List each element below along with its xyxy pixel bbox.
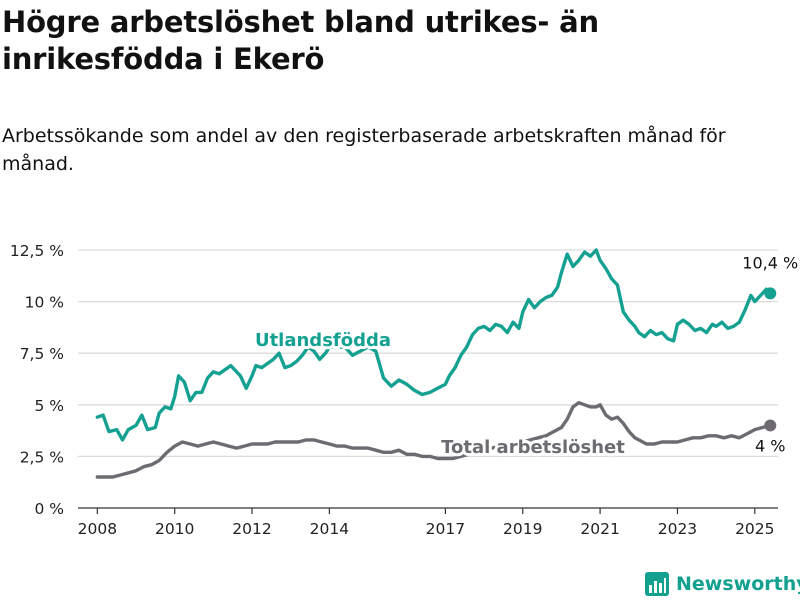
series-line-total xyxy=(95,401,772,479)
x-tick-label: 2008 xyxy=(78,520,117,538)
end-value-total: 4 %4 % xyxy=(752,433,788,458)
x-tick-label: 2017 xyxy=(426,520,465,538)
x-tick-label: 2021 xyxy=(580,520,619,538)
end-value-total-halo: 4 % xyxy=(755,436,785,455)
y-tick-label: 12,5 % xyxy=(10,242,64,260)
y-tick-label: 5 % xyxy=(34,397,64,415)
end-value-utlandsfodda-text: 10,4 % xyxy=(742,253,798,272)
axes: 0 % 2,5 % 5 % 7,5 % 10 % 12,5 % 2008 2010 2012 20… xyxy=(10,242,778,538)
series-label-total-halo: Total arbetslöshet xyxy=(441,437,625,458)
end-value-utlandsfodda-halo: 10,4 % xyxy=(742,253,798,272)
brand-name: Newsworthy xyxy=(676,573,800,595)
series-lines xyxy=(95,248,772,479)
series-label-utlandsfodda-text: Utlandsfödda xyxy=(255,330,391,351)
end-point-total xyxy=(764,419,777,432)
series-label-utlandsfodda-halo: Utlandsfödda xyxy=(255,330,391,351)
y-tick-label: 0 % xyxy=(34,500,64,518)
x-tick-label: 2012 xyxy=(232,520,271,538)
newsworthy-logo: Newsworthy xyxy=(644,570,800,598)
x-tick-label: 2014 xyxy=(310,520,349,538)
end-value-total-text: 4 % xyxy=(755,436,785,455)
end-value-utlandsfodda: 10,4 %10,4 % xyxy=(739,250,800,275)
gridlines xyxy=(78,249,778,458)
series-line-utlandsfodda xyxy=(95,248,772,442)
bar-chart-logo-icon xyxy=(645,572,669,596)
x-tick-label: 2010 xyxy=(155,520,194,538)
x-tick-label: 2023 xyxy=(658,520,697,538)
end-point-utlandsfodda xyxy=(764,287,777,300)
chart-title: Högre arbetslöshet bland utrikes- än inr… xyxy=(2,5,599,76)
x-tick-label: 2019 xyxy=(503,520,542,538)
y-tick-label: 2,5 % xyxy=(20,448,64,466)
x-tick-label: 2025 xyxy=(735,520,774,538)
y-tick-label: 7,5 % xyxy=(20,345,64,363)
y-tick-label: 10 % xyxy=(25,294,64,312)
series-label-total-text: Total arbetslöshet xyxy=(441,437,625,458)
chart-subtitle: Arbetssökande som andel av den registerb… xyxy=(2,125,726,175)
